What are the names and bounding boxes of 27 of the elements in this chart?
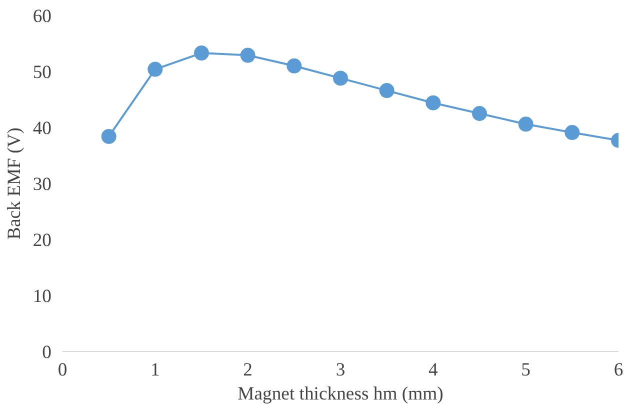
x-tick-label: 0 bbox=[58, 360, 68, 380]
x-tick-label: 5 bbox=[521, 360, 530, 380]
point bbox=[148, 62, 163, 77]
x-tick-label: 3 bbox=[336, 360, 346, 380]
x-tick-label: 4 bbox=[428, 360, 439, 380]
point bbox=[379, 83, 394, 98]
y-tick-label: 50 bbox=[32, 62, 52, 83]
x-tick-label: 6 bbox=[614, 360, 624, 380]
point bbox=[240, 48, 256, 63]
x-tick-label: 1 bbox=[150, 360, 160, 380]
y-tick-label: 0 bbox=[42, 342, 52, 363]
x-tick-label: 2 bbox=[243, 360, 252, 380]
y-tick-label: 40 bbox=[32, 118, 52, 139]
point bbox=[101, 128, 116, 144]
y-axis-title: Back EMF (V) bbox=[4, 128, 25, 240]
y-tick-label: 20 bbox=[32, 230, 52, 251]
y-tick-label: 30 bbox=[32, 174, 52, 195]
point bbox=[426, 95, 441, 110]
point bbox=[333, 70, 348, 86]
point bbox=[286, 58, 302, 74]
point bbox=[472, 106, 487, 121]
y-tick-label: 60 bbox=[32, 6, 52, 27]
x-axis-title: Magnet thickness hm (mm) bbox=[238, 384, 444, 404]
y-tick-label: 10 bbox=[32, 286, 52, 307]
point bbox=[194, 46, 209, 61]
point bbox=[518, 116, 534, 132]
point bbox=[564, 125, 580, 140]
